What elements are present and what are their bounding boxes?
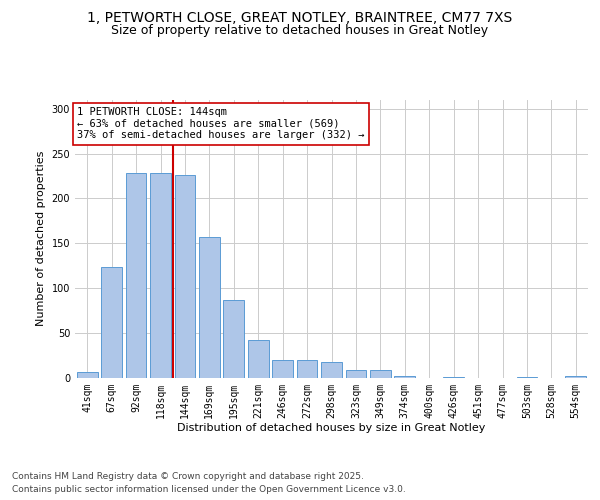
Bar: [125, 174, 146, 378]
Bar: [394, 376, 415, 378]
Y-axis label: Number of detached properties: Number of detached properties: [36, 151, 46, 326]
Bar: [199, 237, 220, 378]
Text: 1, PETWORTH CLOSE, GREAT NOTLEY, BRAINTREE, CM77 7XS: 1, PETWORTH CLOSE, GREAT NOTLEY, BRAINTR…: [88, 11, 512, 25]
X-axis label: Distribution of detached houses by size in Great Notley: Distribution of detached houses by size …: [178, 423, 485, 433]
Bar: [248, 340, 269, 378]
Bar: [517, 376, 538, 378]
Bar: [370, 370, 391, 378]
Bar: [150, 174, 171, 378]
Bar: [296, 360, 317, 378]
Bar: [77, 372, 98, 378]
Bar: [175, 175, 196, 378]
Bar: [223, 300, 244, 378]
Bar: [321, 362, 342, 378]
Text: Size of property relative to detached houses in Great Notley: Size of property relative to detached ho…: [112, 24, 488, 37]
Bar: [565, 376, 586, 378]
Text: Contains public sector information licensed under the Open Government Licence v3: Contains public sector information licen…: [12, 485, 406, 494]
Bar: [443, 376, 464, 378]
Bar: [272, 360, 293, 378]
Text: Contains HM Land Registry data © Crown copyright and database right 2025.: Contains HM Land Registry data © Crown c…: [12, 472, 364, 481]
Bar: [101, 268, 122, 378]
Text: 1 PETWORTH CLOSE: 144sqm
← 63% of detached houses are smaller (569)
37% of semi-: 1 PETWORTH CLOSE: 144sqm ← 63% of detach…: [77, 107, 364, 140]
Bar: [346, 370, 367, 378]
